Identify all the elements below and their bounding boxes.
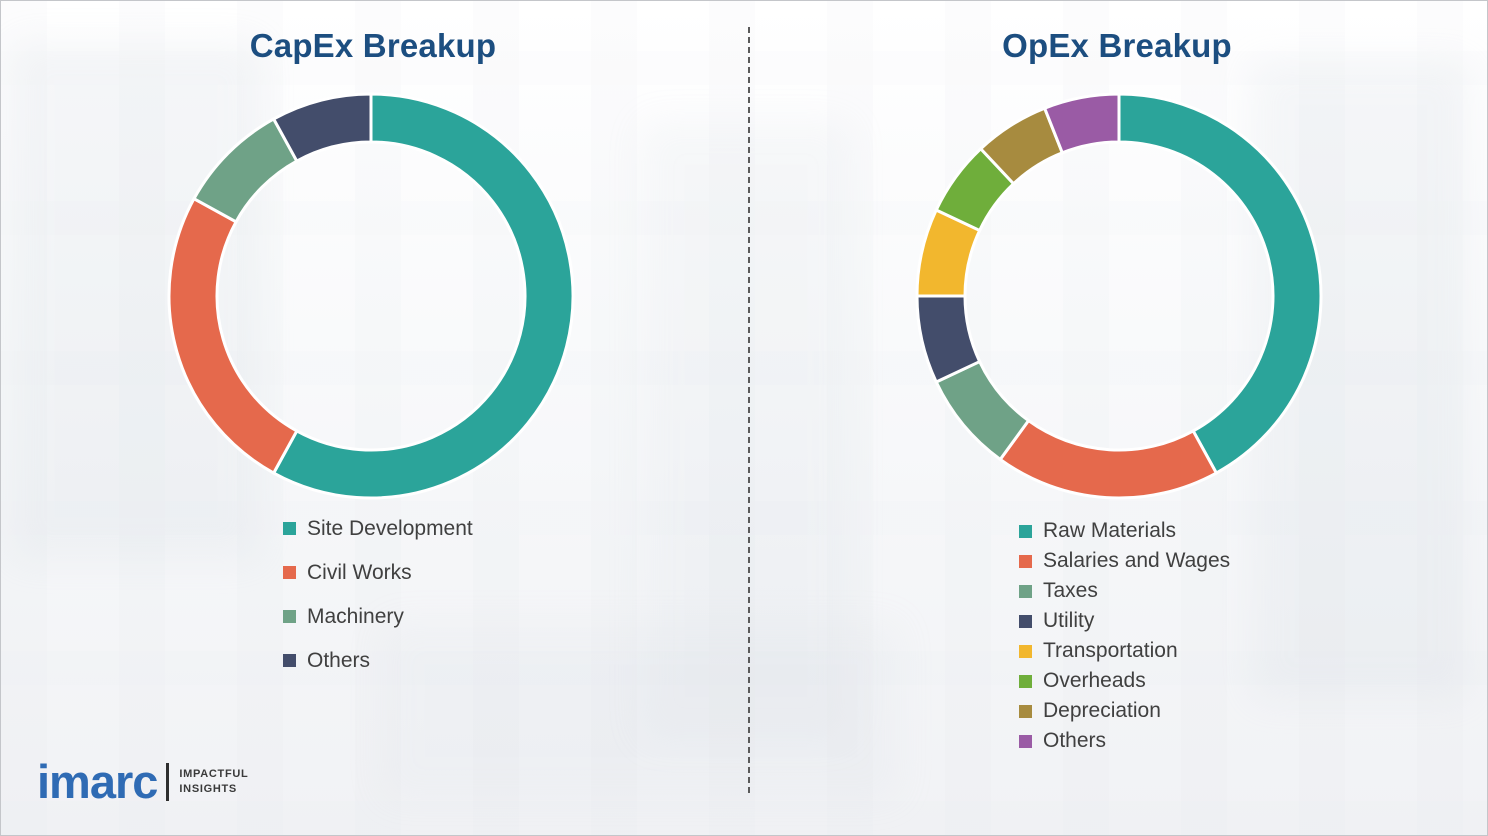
legend-item: Others (283, 647, 473, 674)
logo-tagline: IMPACTFUL INSIGHTS (179, 767, 248, 797)
opex-donut-svg (915, 92, 1323, 500)
opex-chart-title: OpEx Breakup (1002, 27, 1232, 64)
legend-label: Others (1043, 729, 1107, 752)
capex-chart-title: CapEx Breakup (249, 27, 497, 64)
legend-label: Salaries and Wages (1043, 549, 1231, 572)
legend-label: Taxes (1043, 579, 1098, 602)
opex-legend: Raw Materials Salaries and Wages Taxes Util… (1019, 518, 1230, 758)
legend-label: Site Development (307, 516, 473, 540)
legend-swatch (1019, 554, 1032, 568)
panel-divider-dashed-line (748, 27, 750, 793)
legend-label: Utility (1043, 609, 1095, 632)
legend-swatch (1019, 704, 1032, 718)
logo-tagline-line1: IMPACTFUL (179, 768, 249, 780)
legend-swatch (1019, 734, 1032, 748)
donut-segment-site-development (272, 92, 575, 500)
donut-segment-salaries-and-wages (998, 419, 1218, 500)
legend-item: Depreciation (1019, 698, 1230, 724)
legend-swatch (1019, 674, 1032, 688)
legend-label: Machinery (307, 604, 404, 628)
legend-label: Raw Materials (1043, 519, 1177, 542)
legend-swatch (283, 610, 296, 623)
legend-item: Others (1019, 728, 1230, 754)
capex-donut-svg (167, 92, 575, 500)
legend-swatch (283, 566, 296, 579)
legend-swatch (1019, 524, 1032, 538)
opex-donut-chart (912, 89, 1326, 503)
donut-segment-others (1043, 92, 1121, 155)
capex-donut-chart (164, 89, 578, 503)
legend-label: Civil Works (307, 560, 412, 584)
legend-item: Civil Works (283, 559, 473, 586)
logo-tagline-line2: INSIGHTS (179, 782, 237, 795)
legend-label: Transportation (1043, 639, 1178, 662)
legend-swatch (1019, 584, 1032, 598)
legend-item: Transportation (1019, 638, 1230, 664)
legend-swatch (1019, 644, 1032, 658)
capex-legend: Site Development Civil Works Machinery Othe… (283, 515, 473, 691)
donut-segment-civil-works (167, 197, 299, 475)
legend-item: Machinery (283, 603, 473, 630)
legend-item: Raw Materials (1019, 518, 1230, 544)
imarc-logo: imarc IMPACTFUL INSIGHTS (37, 754, 248, 808)
legend-swatch (283, 654, 296, 667)
legend-label: Others (307, 648, 371, 672)
legend-label: Depreciation (1043, 699, 1161, 722)
imarc-wordmark: imarc (37, 754, 158, 808)
legend-item: Site Development (283, 515, 473, 542)
donut-segment-others (272, 92, 373, 163)
legend-item: Overheads (1019, 668, 1230, 694)
legend-swatch (1019, 614, 1032, 628)
legend-item: Salaries and Wages (1019, 548, 1230, 574)
donut-segment-raw-materials (1117, 92, 1323, 475)
legend-item: Utility (1019, 608, 1230, 634)
background-watermark (641, 121, 851, 741)
logo-separator-bar (166, 762, 170, 801)
legend-swatch (283, 522, 296, 535)
legend-label: Overheads (1043, 669, 1146, 692)
legend-item: Taxes (1019, 578, 1230, 604)
